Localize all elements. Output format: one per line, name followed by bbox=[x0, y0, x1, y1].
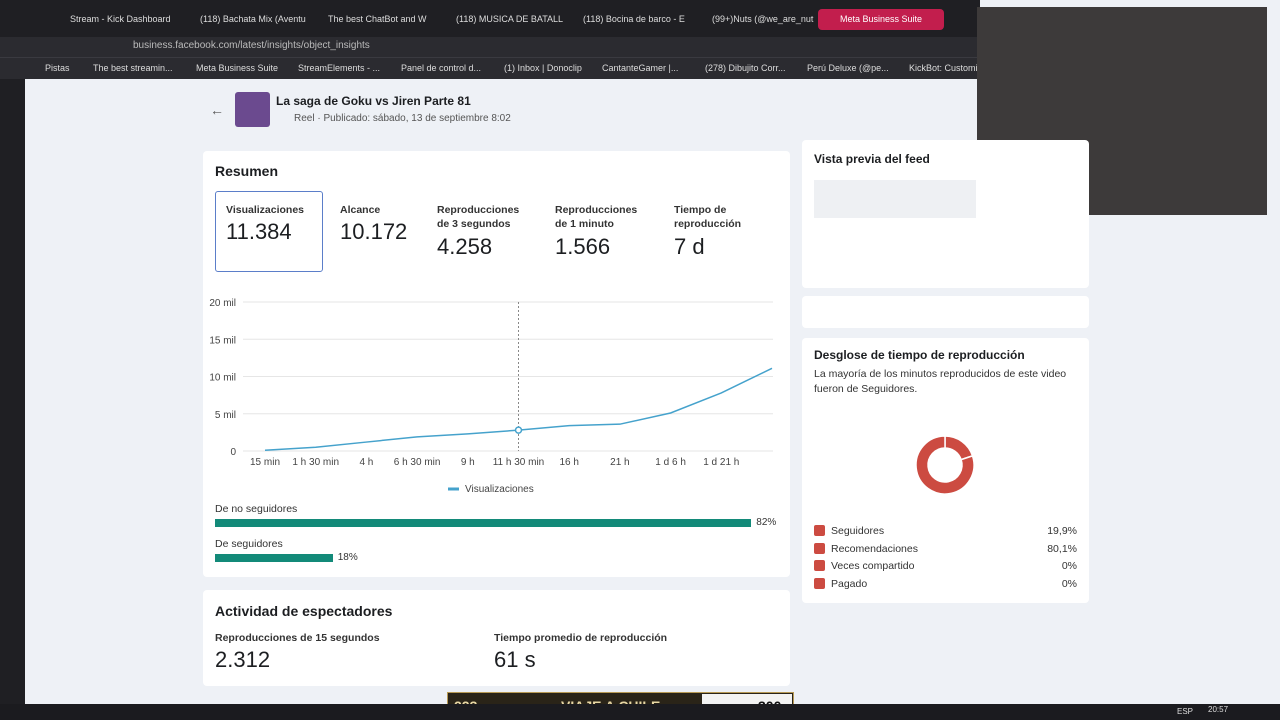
watch-card bbox=[802, 338, 1089, 603]
taskbar bbox=[0, 704, 1280, 720]
legend-label: Recomendaciones bbox=[831, 542, 918, 555]
legend-value: 0% bbox=[1061, 578, 1077, 591]
line-chart: 0 5 mil 10 mil 15 mil 20 mil 15 min 1 h 30 min… bbox=[209, 298, 773, 495]
tab-bar bbox=[0, 0, 980, 37]
activity-card bbox=[203, 590, 790, 686]
bookmark[interactable]: KickBot: Customi... bbox=[909, 63, 986, 73]
bar bbox=[215, 519, 752, 527]
y-tick-label: 15 mil bbox=[209, 335, 236, 346]
selected-metric[interactable] bbox=[215, 191, 323, 272]
metric-label: Visualizaciones bbox=[226, 204, 305, 216]
active-tab-bg bbox=[818, 9, 944, 30]
metric-label: Tiempo promedio de reproducción bbox=[494, 632, 668, 644]
legend-swatch bbox=[814, 578, 825, 590]
metric-value: 4.258 bbox=[437, 234, 493, 259]
bookmark[interactable]: Perú Deluxe (@pe... bbox=[807, 63, 889, 73]
donut-segment bbox=[915, 435, 975, 495]
thumbnail bbox=[235, 92, 270, 127]
back-button[interactable]: ← bbox=[210, 102, 224, 118]
bookmark[interactable]: (1) Inbox | Donoclip bbox=[504, 63, 582, 73]
legend-value: 19,9% bbox=[1047, 525, 1077, 537]
legend-swatch bbox=[814, 525, 825, 536]
x-tick-label: 11 h 30 min bbox=[493, 457, 545, 468]
legend-value: 80,1% bbox=[1047, 542, 1077, 555]
bookmark[interactable]: Pistas bbox=[45, 63, 70, 73]
tab[interactable]: (118) MUSICA DE BATALL bbox=[456, 14, 564, 24]
card-title: Desglose de tiempo de reproducción bbox=[814, 348, 1025, 362]
tab[interactable]: (118) Bocina de barco - E bbox=[583, 14, 685, 24]
card-title: Resumen bbox=[215, 163, 279, 179]
legend-value: 0% bbox=[1061, 560, 1077, 573]
sidebar bbox=[0, 79, 25, 704]
metric-value: 7 d bbox=[674, 234, 705, 259]
metric-label: Alcance bbox=[340, 204, 381, 216]
metric-label: Tiempo de reproducción bbox=[674, 204, 742, 230]
x-tick-label: 15 min bbox=[250, 457, 280, 468]
bookmarks-bar bbox=[0, 57, 980, 79]
metric-value: 10.172 bbox=[340, 219, 408, 244]
bookmark[interactable]: (278) Dibujito Corr... bbox=[705, 63, 786, 73]
bar-label: De no seguidores bbox=[215, 503, 298, 515]
legend-label: Visualizaciones bbox=[465, 484, 534, 495]
loading-card bbox=[802, 296, 1089, 328]
bookmark[interactable]: Meta Business Suite bbox=[196, 63, 279, 73]
donut-chart bbox=[915, 435, 975, 495]
tab[interactable]: Meta Business Suite bbox=[840, 14, 923, 24]
x-tick-label: 9 h bbox=[461, 457, 475, 468]
address-bar bbox=[0, 37, 980, 57]
metric-label: Reproducciones de 3 segundos bbox=[437, 204, 520, 230]
metric-label: Reproducciones de 15 segundos bbox=[215, 632, 380, 644]
donut-segment bbox=[944, 435, 974, 461]
y-tick-label: 5 mil bbox=[215, 410, 236, 421]
lang: ESP bbox=[1177, 707, 1194, 716]
hover-point bbox=[514, 426, 523, 434]
url[interactable]: business.facebook.com/latest/insights/ob… bbox=[133, 40, 370, 51]
bar-value: 18% bbox=[337, 552, 358, 563]
tab[interactable]: The best ChatBot and W bbox=[328, 14, 427, 24]
bar bbox=[215, 554, 333, 562]
bookmark[interactable]: CantanteGamer |... bbox=[602, 63, 679, 73]
bookmark[interactable]: StreamElements - ... bbox=[298, 63, 381, 73]
x-tick-label: 21 h bbox=[610, 457, 629, 468]
metric-label: Reproducciones de 1 minuto bbox=[555, 204, 638, 230]
x-tick-label: 1 h 30 min bbox=[292, 457, 339, 468]
bar-label: De seguidores bbox=[215, 538, 283, 550]
y-tick-label: 10 mil bbox=[209, 373, 236, 384]
y-tick-label: 0 bbox=[230, 447, 236, 458]
metric-value: 61 s bbox=[494, 647, 536, 672]
tab[interactable]: Stream - Kick Dashboard bbox=[70, 14, 171, 24]
metric-value: 2.312 bbox=[215, 647, 271, 672]
legend-label: Seguidores bbox=[831, 525, 885, 537]
x-tick-label: 1 d 21 h bbox=[703, 457, 739, 468]
series-line bbox=[264, 367, 773, 452]
metric-value: 11.384 bbox=[226, 219, 292, 244]
post-meta: Reel · Publicado: sábado, 13 de septiemb… bbox=[294, 113, 511, 124]
x-tick-label: 6 h 30 min bbox=[394, 457, 441, 468]
bookmark[interactable]: The best streamin... bbox=[93, 63, 173, 73]
summary-card bbox=[203, 151, 790, 577]
post-title: La saga de Goku vs Jiren Parte 81 bbox=[276, 94, 471, 108]
card-title: Actividad de espectadores bbox=[215, 603, 393, 619]
legend-swatch bbox=[814, 542, 825, 554]
description: La mayoría de los minutos reproducidos d… bbox=[814, 368, 1067, 395]
tab[interactable]: (118) Bachata Mix (Aventu bbox=[200, 14, 306, 24]
y-tick-label: 20 mil bbox=[209, 298, 236, 309]
x-tick-label: 16 h bbox=[559, 457, 578, 468]
legend-label: Veces compartido bbox=[831, 560, 915, 573]
clock: 20:57 bbox=[1208, 705, 1229, 714]
card-title: Vista previa del feed bbox=[814, 152, 930, 166]
metric-value: 1.566 bbox=[555, 234, 611, 259]
x-tick-label: 4 h bbox=[359, 457, 373, 468]
placeholder bbox=[814, 180, 976, 218]
bookmark[interactable]: Panel de control d... bbox=[401, 63, 482, 73]
x-tick-label: 1 d 6 h bbox=[655, 457, 686, 468]
bar-value: 82% bbox=[756, 517, 777, 528]
legend-swatch bbox=[814, 560, 825, 572]
tab[interactable]: (99+)Nuts (@we_are_nut bbox=[712, 14, 814, 24]
legend-label: Pagado bbox=[831, 578, 868, 591]
